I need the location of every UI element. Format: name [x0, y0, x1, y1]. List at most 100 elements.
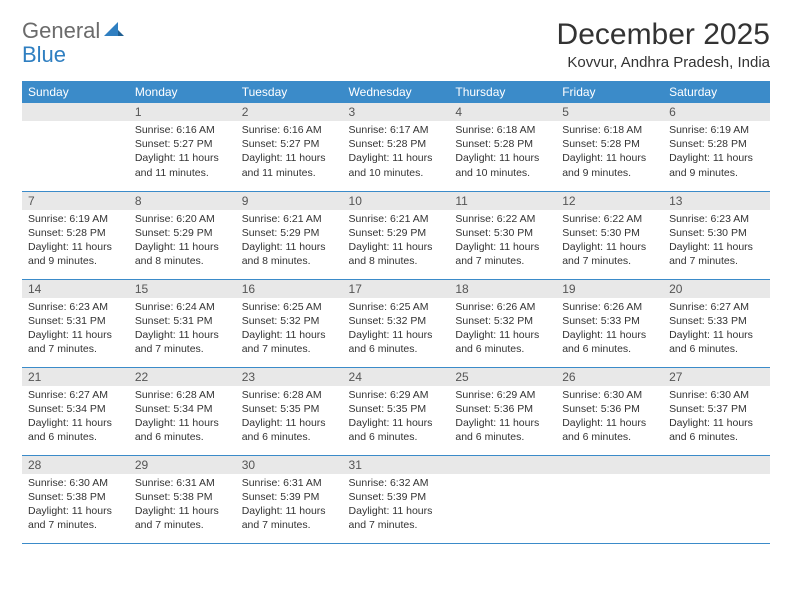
cell-line: Daylight: 11 hours and 6 minutes.: [669, 328, 764, 356]
cell-line: Daylight: 11 hours and 6 minutes.: [562, 328, 657, 356]
day-number: 18: [449, 280, 556, 298]
cell-line: Sunrise: 6:26 AM: [562, 300, 657, 314]
cell-line: Sunset: 5:35 PM: [242, 402, 337, 416]
cell-body: Sunrise: 6:19 AMSunset: 5:28 PMDaylight:…: [663, 121, 770, 184]
cell-body: Sunrise: 6:23 AMSunset: 5:30 PMDaylight:…: [663, 210, 770, 273]
day-number: 7: [22, 192, 129, 210]
calendar-week-row: 14Sunrise: 6:23 AMSunset: 5:31 PMDayligh…: [22, 279, 770, 367]
cell-line: Sunset: 5:32 PM: [242, 314, 337, 328]
day-number: 9: [236, 192, 343, 210]
calendar-table: SundayMondayTuesdayWednesdayThursdayFrid…: [22, 81, 770, 544]
cell-line: Sunset: 5:34 PM: [28, 402, 123, 416]
day-header: Saturday: [663, 81, 770, 103]
cell-line: Daylight: 11 hours and 6 minutes.: [349, 328, 444, 356]
cell-line: Sunset: 5:30 PM: [669, 226, 764, 240]
day-number: 19: [556, 280, 663, 298]
cell-line: Sunrise: 6:18 AM: [562, 123, 657, 137]
day-number: 25: [449, 368, 556, 386]
cell-line: Sunrise: 6:27 AM: [669, 300, 764, 314]
calendar-cell: 29Sunrise: 6:31 AMSunset: 5:38 PMDayligh…: [129, 455, 236, 543]
day-number: 14: [22, 280, 129, 298]
day-header: Friday: [556, 81, 663, 103]
cell-body: Sunrise: 6:28 AMSunset: 5:35 PMDaylight:…: [236, 386, 343, 449]
cell-body: Sunrise: 6:31 AMSunset: 5:39 PMDaylight:…: [236, 474, 343, 537]
day-number: 27: [663, 368, 770, 386]
calendar-cell: 5Sunrise: 6:18 AMSunset: 5:28 PMDaylight…: [556, 103, 663, 191]
brand-blue-wrapper: Blue: [22, 42, 66, 68]
cell-line: Sunset: 5:38 PM: [28, 490, 123, 504]
calendar-cell: 4Sunrise: 6:18 AMSunset: 5:28 PMDaylight…: [449, 103, 556, 191]
cell-body: Sunrise: 6:32 AMSunset: 5:39 PMDaylight:…: [343, 474, 450, 537]
cell-line: Daylight: 11 hours and 8 minutes.: [135, 240, 230, 268]
calendar-cell: [449, 455, 556, 543]
cell-line: Sunset: 5:36 PM: [455, 402, 550, 416]
calendar-week-row: 7Sunrise: 6:19 AMSunset: 5:28 PMDaylight…: [22, 191, 770, 279]
day-number: 8: [129, 192, 236, 210]
calendar-cell: 12Sunrise: 6:22 AMSunset: 5:30 PMDayligh…: [556, 191, 663, 279]
calendar-cell: 26Sunrise: 6:30 AMSunset: 5:36 PMDayligh…: [556, 367, 663, 455]
cell-line: Daylight: 11 hours and 7 minutes.: [135, 328, 230, 356]
cell-line: Sunset: 5:30 PM: [455, 226, 550, 240]
cell-body: Sunrise: 6:19 AMSunset: 5:28 PMDaylight:…: [22, 210, 129, 273]
cell-line: Sunset: 5:31 PM: [135, 314, 230, 328]
cell-line: Daylight: 11 hours and 6 minutes.: [135, 416, 230, 444]
brand-part1: General: [22, 18, 100, 44]
cell-line: Sunset: 5:32 PM: [455, 314, 550, 328]
cell-line: Sunrise: 6:32 AM: [349, 476, 444, 490]
cell-line: Sunset: 5:29 PM: [242, 226, 337, 240]
day-number: 21: [22, 368, 129, 386]
day-number: 26: [556, 368, 663, 386]
cell-body: Sunrise: 6:28 AMSunset: 5:34 PMDaylight:…: [129, 386, 236, 449]
cell-line: Sunrise: 6:22 AM: [562, 212, 657, 226]
calendar-week-row: 21Sunrise: 6:27 AMSunset: 5:34 PMDayligh…: [22, 367, 770, 455]
day-number: 20: [663, 280, 770, 298]
cell-line: Sunrise: 6:19 AM: [669, 123, 764, 137]
calendar-cell: 25Sunrise: 6:29 AMSunset: 5:36 PMDayligh…: [449, 367, 556, 455]
cell-body: Sunrise: 6:26 AMSunset: 5:32 PMDaylight:…: [449, 298, 556, 361]
cell-line: Daylight: 11 hours and 7 minutes.: [28, 328, 123, 356]
day-number: 16: [236, 280, 343, 298]
calendar-cell: 23Sunrise: 6:28 AMSunset: 5:35 PMDayligh…: [236, 367, 343, 455]
cell-body: Sunrise: 6:29 AMSunset: 5:35 PMDaylight:…: [343, 386, 450, 449]
cell-line: Sunset: 5:28 PM: [562, 137, 657, 151]
calendar-cell: 8Sunrise: 6:20 AMSunset: 5:29 PMDaylight…: [129, 191, 236, 279]
calendar-cell: 3Sunrise: 6:17 AMSunset: 5:28 PMDaylight…: [343, 103, 450, 191]
day-number: 22: [129, 368, 236, 386]
brand-logo: General: [22, 18, 126, 44]
cell-body: Sunrise: 6:31 AMSunset: 5:38 PMDaylight:…: [129, 474, 236, 537]
day-header: Thursday: [449, 81, 556, 103]
cell-body: Sunrise: 6:30 AMSunset: 5:38 PMDaylight:…: [22, 474, 129, 537]
cell-line: Sunrise: 6:21 AM: [242, 212, 337, 226]
brand-part2: Blue: [22, 42, 66, 67]
calendar-cell: 18Sunrise: 6:26 AMSunset: 5:32 PMDayligh…: [449, 279, 556, 367]
calendar-cell: 11Sunrise: 6:22 AMSunset: 5:30 PMDayligh…: [449, 191, 556, 279]
cell-line: Sunset: 5:39 PM: [242, 490, 337, 504]
cell-line: Daylight: 11 hours and 6 minutes.: [349, 416, 444, 444]
day-number: [449, 456, 556, 474]
calendar-cell: 17Sunrise: 6:25 AMSunset: 5:32 PMDayligh…: [343, 279, 450, 367]
cell-line: Daylight: 11 hours and 8 minutes.: [242, 240, 337, 268]
cell-line: Sunrise: 6:29 AM: [455, 388, 550, 402]
cell-line: Sunrise: 6:30 AM: [562, 388, 657, 402]
day-number: 31: [343, 456, 450, 474]
calendar-cell: 20Sunrise: 6:27 AMSunset: 5:33 PMDayligh…: [663, 279, 770, 367]
calendar-cell: [22, 103, 129, 191]
day-header-row: SundayMondayTuesdayWednesdayThursdayFrid…: [22, 81, 770, 103]
cell-body: Sunrise: 6:21 AMSunset: 5:29 PMDaylight:…: [343, 210, 450, 273]
day-header: Tuesday: [236, 81, 343, 103]
day-number: 6: [663, 103, 770, 121]
calendar-cell: 15Sunrise: 6:24 AMSunset: 5:31 PMDayligh…: [129, 279, 236, 367]
cell-line: Sunrise: 6:21 AM: [349, 212, 444, 226]
cell-body: Sunrise: 6:25 AMSunset: 5:32 PMDaylight:…: [343, 298, 450, 361]
cell-body: Sunrise: 6:29 AMSunset: 5:36 PMDaylight:…: [449, 386, 556, 449]
day-number: 3: [343, 103, 450, 121]
day-number: 17: [343, 280, 450, 298]
cell-line: Sunrise: 6:16 AM: [242, 123, 337, 137]
day-number: 15: [129, 280, 236, 298]
cell-line: Daylight: 11 hours and 7 minutes.: [669, 240, 764, 268]
cell-line: Sunset: 5:28 PM: [349, 137, 444, 151]
cell-line: Sunrise: 6:25 AM: [349, 300, 444, 314]
cell-line: Sunrise: 6:25 AM: [242, 300, 337, 314]
cell-line: Daylight: 11 hours and 9 minutes.: [562, 151, 657, 179]
day-number: 30: [236, 456, 343, 474]
